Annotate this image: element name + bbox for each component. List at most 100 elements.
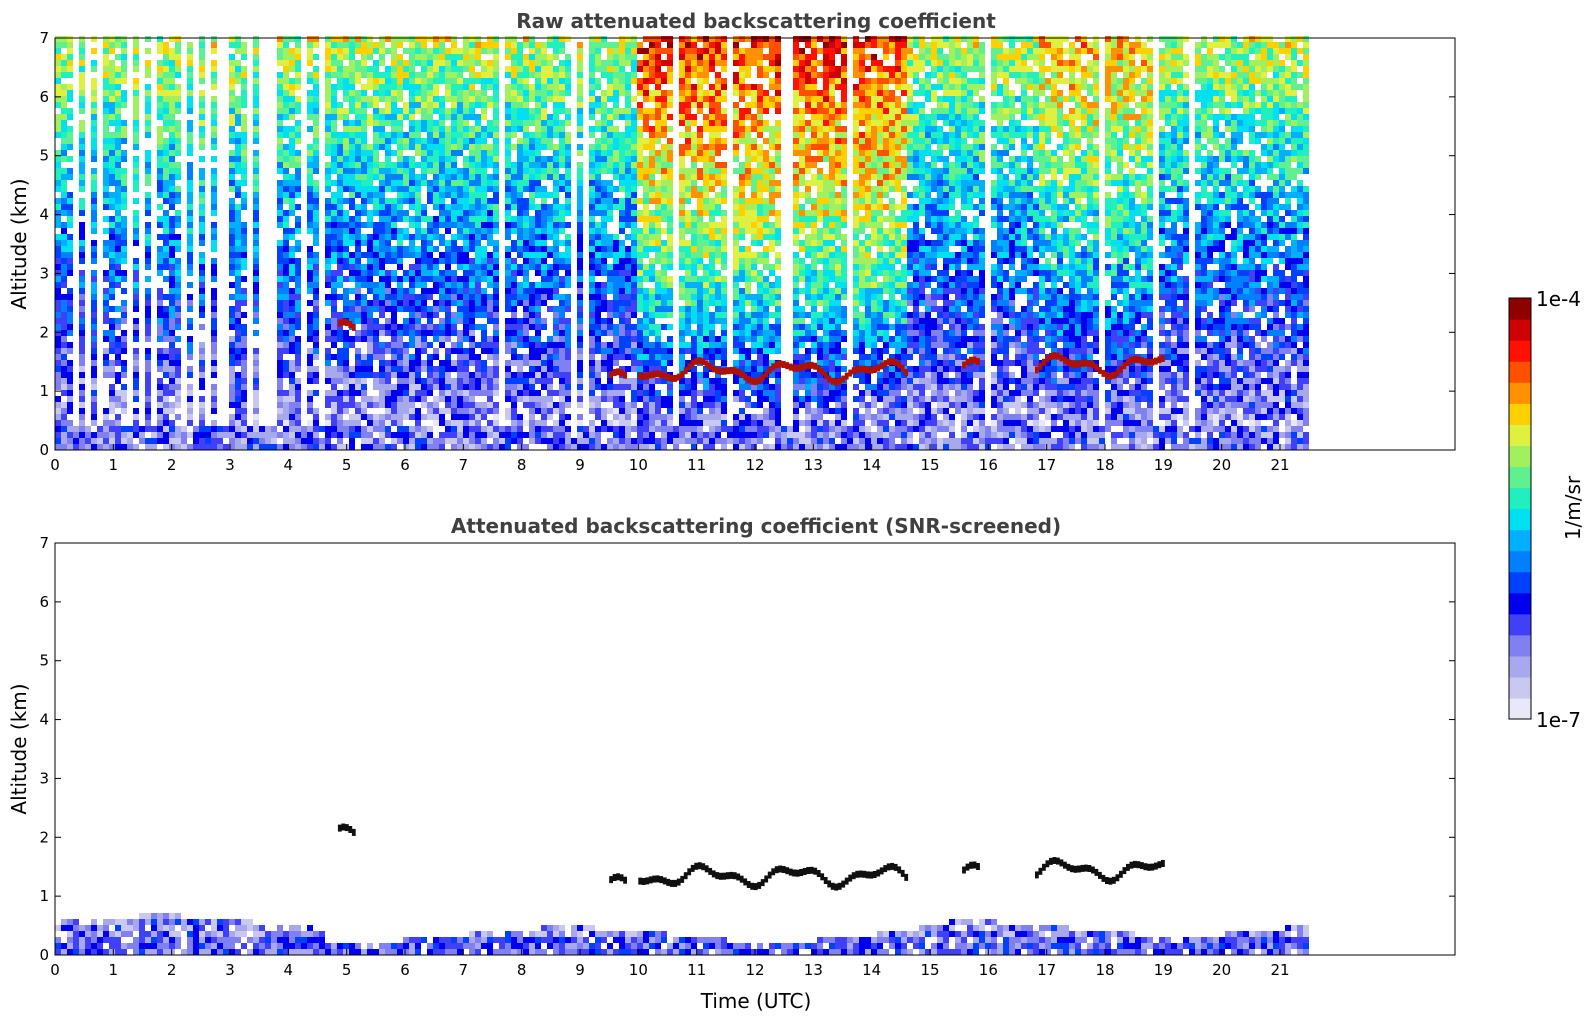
heatmap-cell xyxy=(595,126,601,132)
heatmap-cell xyxy=(157,168,163,174)
heatmap-cell xyxy=(427,72,433,78)
heatmap-cell xyxy=(481,348,487,354)
heatmap-cell xyxy=(187,192,193,198)
heatmap-cell xyxy=(481,198,487,204)
heatmap-cell xyxy=(529,156,535,162)
heatmap-cell xyxy=(451,156,457,162)
heatmap-cell xyxy=(445,360,451,366)
heatmap-cell xyxy=(103,306,109,312)
heatmap-cell xyxy=(445,36,451,42)
heatmap-cell xyxy=(349,204,355,210)
heatmap-cell xyxy=(307,318,313,324)
heatmap-cell xyxy=(625,300,631,306)
heatmap-cell xyxy=(619,288,625,294)
heatmap-cell xyxy=(91,366,97,372)
heatmap-cell xyxy=(229,270,235,276)
heatmap-cell xyxy=(235,60,241,66)
heatmap-cell xyxy=(349,276,355,282)
heatmap-cell xyxy=(463,186,469,192)
heatmap-cell xyxy=(109,48,115,54)
heatmap-cell xyxy=(625,36,631,42)
heatmap-cell xyxy=(403,348,409,354)
heatmap-cell xyxy=(505,180,511,186)
heatmap-cell xyxy=(295,222,301,228)
heatmap-cell xyxy=(253,210,259,216)
heatmap-cell xyxy=(409,204,415,210)
heatmap-cell xyxy=(91,84,97,90)
heatmap-cell xyxy=(415,420,421,426)
heatmap-cell xyxy=(55,72,61,78)
heatmap-cell xyxy=(559,390,565,396)
heatmap-cell xyxy=(313,72,319,78)
heatmap-cell xyxy=(241,294,247,300)
heatmap-cell xyxy=(307,420,313,426)
heatmap-cell xyxy=(637,84,643,90)
heatmap-cell xyxy=(133,186,139,192)
heatmap-cell xyxy=(373,270,379,276)
heatmap-cell xyxy=(337,324,343,330)
heatmap-cell xyxy=(145,84,151,90)
heatmap-cell xyxy=(649,66,655,72)
heatmap-cell xyxy=(73,444,79,450)
heatmap-cell xyxy=(361,318,367,324)
heatmap-cell xyxy=(457,102,463,108)
heatmap-cell xyxy=(163,150,169,156)
heatmap-cell xyxy=(643,354,649,360)
heatmap-cell xyxy=(499,444,505,450)
heatmap-cell xyxy=(133,234,139,240)
heatmap-cell xyxy=(367,288,373,294)
heatmap-cell xyxy=(115,270,121,276)
heatmap-cell xyxy=(535,78,541,84)
heatmap-cell xyxy=(157,366,163,372)
heatmap-cell xyxy=(409,72,415,78)
heatmap-cell xyxy=(385,348,391,354)
heatmap-cell xyxy=(241,132,247,138)
heatmap-cell xyxy=(475,132,481,138)
heatmap-cell xyxy=(103,54,109,60)
heatmap-cell xyxy=(553,216,559,222)
heatmap-cell xyxy=(595,396,601,402)
heatmap-cell xyxy=(505,252,511,258)
heatmap-cell xyxy=(547,144,553,150)
heatmap-cell xyxy=(511,66,517,72)
heatmap-cell xyxy=(199,234,205,240)
heatmap-cell xyxy=(379,300,385,306)
heatmap-cell xyxy=(409,78,415,84)
heatmap-cell xyxy=(475,90,481,96)
heatmap-cell xyxy=(367,444,373,450)
heatmap-cell xyxy=(307,354,313,360)
heatmap-cell xyxy=(373,300,379,306)
heatmap-cell xyxy=(643,246,649,252)
heatmap-cell xyxy=(367,96,373,102)
heatmap-cell xyxy=(331,72,337,78)
heatmap-cell xyxy=(541,138,547,144)
heatmap-cell xyxy=(427,138,433,144)
heatmap-cell xyxy=(325,438,331,444)
heatmap-cell xyxy=(61,306,67,312)
heatmap-cell xyxy=(535,408,541,414)
heatmap-cell xyxy=(187,354,193,360)
heatmap-cell xyxy=(157,78,163,84)
heatmap-cell xyxy=(325,432,331,438)
heatmap-cell xyxy=(559,432,565,438)
heatmap-cell xyxy=(229,42,235,48)
heatmap-cell xyxy=(637,66,643,72)
heatmap-cell xyxy=(463,96,469,102)
heatmap-cell xyxy=(457,384,463,390)
heatmap-cell xyxy=(379,306,385,312)
heatmap-cell xyxy=(619,300,625,306)
heatmap-cell xyxy=(523,180,529,186)
heatmap-cell xyxy=(553,48,559,54)
heatmap-cell xyxy=(553,156,559,162)
heatmap-cell xyxy=(595,78,601,84)
heatmap-cell xyxy=(529,84,535,90)
heatmap-cell xyxy=(295,186,301,192)
heatmap-cell xyxy=(241,354,247,360)
heatmap-cell xyxy=(253,108,259,114)
heatmap-cell xyxy=(595,222,601,228)
heatmap-cell xyxy=(433,264,439,270)
heatmap-cell xyxy=(427,54,433,60)
heatmap-cell xyxy=(289,198,295,204)
heatmap-cell xyxy=(235,276,241,282)
heatmap-cell xyxy=(595,384,601,390)
